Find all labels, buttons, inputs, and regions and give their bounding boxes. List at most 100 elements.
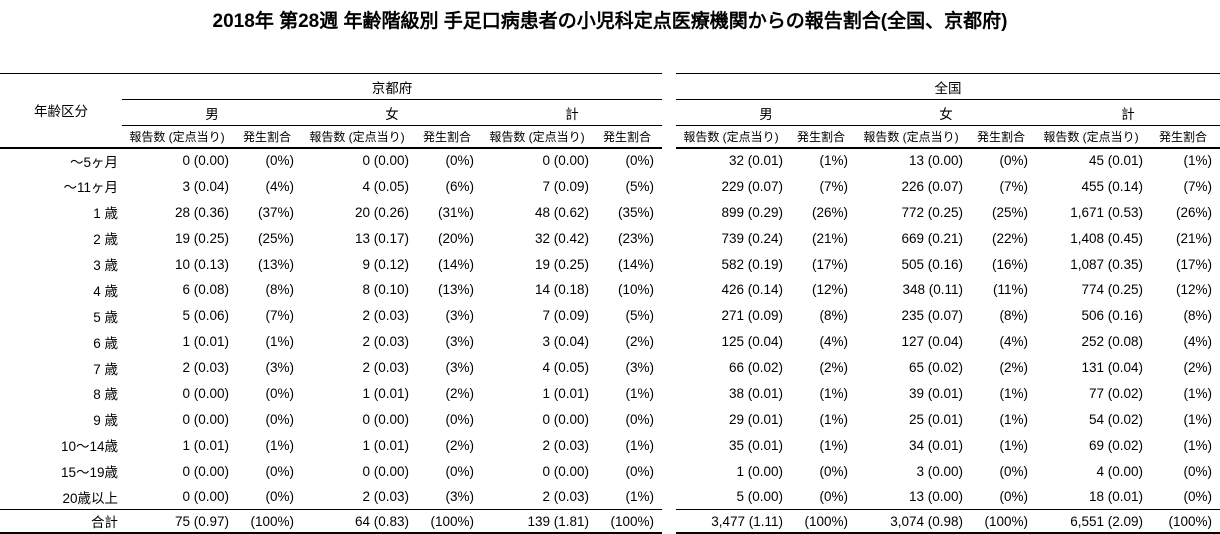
rate-cell: (3%) [265,360,294,376]
age-label: ～11ヶ月 [63,180,118,196]
age-label: 4 歳 [93,283,118,299]
rate-cell: (23%) [617,230,654,246]
rate-cell: (0%) [1183,463,1212,479]
rate-cell: (0%) [265,463,294,479]
rate-cell: (13%) [257,256,294,272]
count-cell: 8 (0.10) [362,282,409,298]
rate-cell: (17%) [1175,256,1212,272]
table-row: 9 歳 0 (0.00) (0%) 0 (0.00) (0%) 0 (0.00) (0%) 2… [0,406,1220,432]
rate-cell: (0%) [265,385,294,401]
rate-cell: (5%) [625,308,654,324]
rate-cell: (1%) [265,334,294,350]
region-gap [662,484,676,510]
rate-cell: (7%) [1183,178,1212,194]
rate-cell: (100%) [232,509,302,534]
table-row: 1 歳 28 (0.36) (37%) 20 (0.26) (31%) 48 (0.62)… [0,199,1220,225]
count-cell: 65 (0.02) [908,360,963,376]
count-cell: 426 (0.14) [721,282,783,298]
count-cell: 0 (0.00) [362,463,409,479]
count-header: 報告数 (定点当り) [302,125,412,149]
count-cell: 2 (0.03) [362,308,409,324]
rate-cell: (0%) [625,411,654,427]
rate-cell: (10%) [617,282,654,298]
count-header: 報告数 (定点当り) [1036,125,1146,149]
count-cell: 582 (0.19) [721,256,783,272]
rate-cell: (1%) [1183,411,1212,427]
sex-header-national-total: 計 [1036,99,1220,126]
rate-cell: (4%) [265,178,294,194]
rate-cell: (0%) [445,153,474,169]
rate-cell: (1%) [625,385,654,401]
age-label: 8 歳 [93,387,118,403]
count-cell: 252 (0.08) [1081,334,1143,350]
count-cell: 0 (0.00) [362,153,409,169]
count-cell: 226 (0.07) [901,178,963,194]
count-cell: 229 (0.07) [721,178,783,194]
rate-cell: (3%) [445,360,474,376]
count-cell: 3,074 (0.98) [856,509,966,534]
count-cell: 19 (0.25) [174,230,229,246]
table-row: ～5ヶ月 0 (0.00) (0%) 0 (0.00) (0%) 0 (0.00) (0%)… [0,148,1220,174]
rate-cell: (26%) [1175,204,1212,220]
count-cell: 506 (0.16) [1081,308,1143,324]
count-cell: 0 (0.00) [182,385,229,401]
rate-cell: (17%) [811,256,848,272]
rate-cell: (100%) [966,509,1036,534]
region-gap [662,432,676,458]
count-cell: 131 (0.04) [1081,360,1143,376]
count-cell: 0 (0.00) [182,411,229,427]
count-cell: 235 (0.07) [901,308,963,324]
count-cell: 38 (0.01) [728,385,783,401]
count-cell: 2 (0.03) [182,360,229,376]
table-row: 3 歳 10 (0.13) (13%) 9 (0.12) (14%) 19 (0.25) (… [0,251,1220,277]
rate-cell: (2%) [1183,360,1212,376]
age-label: 15～19歳 [60,465,118,481]
count-cell: 0 (0.00) [542,463,589,479]
count-cell: 0 (0.00) [182,153,229,169]
rate-cell: (100%) [412,509,482,534]
region-gap [662,173,676,199]
table-row: 15～19歳 0 (0.00) (0%) 0 (0.00) (0%) 0 (0.00) (0… [0,458,1220,484]
rate-cell: (22%) [991,230,1028,246]
rate-cell: (35%) [617,204,654,220]
count-cell: 455 (0.14) [1081,178,1143,194]
rate-cell: (1%) [819,385,848,401]
count-cell: 2 (0.03) [362,334,409,350]
rate-cell: (100%) [786,509,856,534]
count-cell: 1 (0.01) [362,437,409,453]
rate-cell: (21%) [811,230,848,246]
region-gap [662,199,676,225]
rate-cell: (31%) [437,204,474,220]
count-cell: 348 (0.11) [902,282,963,298]
region-header-row: 年齢区分 京都府 全国 [0,73,1220,149]
count-cell: 772 (0.25) [901,204,963,220]
count-cell: 271 (0.09) [721,308,783,324]
rate-cell: (7%) [819,178,848,194]
rate-cell: (0%) [999,153,1028,169]
count-cell: 48 (0.62) [534,204,589,220]
count-cell: 75 (0.97) [122,509,232,534]
count-cell: 669 (0.21) [901,230,963,246]
rate-cell: (3%) [445,308,474,324]
rate-cell: (1%) [999,411,1028,427]
rate-cell: (21%) [1175,230,1212,246]
rate-cell: (2%) [625,334,654,350]
region-gap [662,303,676,329]
rate-cell: (0%) [999,463,1028,479]
count-cell: 1 (0.01) [542,385,589,401]
sex-header-national-male: 男 [676,99,856,126]
rate-cell: (16%) [991,256,1028,272]
count-cell: 5 (0.00) [736,489,783,505]
region-gap [662,406,676,432]
count-cell: 1 (0.00) [736,463,783,479]
count-cell: 739 (0.24) [721,230,783,246]
region-header-kyoto: 京都府 [122,73,662,100]
count-cell: 13 (0.00) [908,489,963,505]
count-cell: 77 (0.02) [1088,385,1143,401]
rate-cell: (2%) [819,360,848,376]
region-gap [662,510,676,533]
count-cell: 2 (0.03) [542,489,589,505]
table-row: 5 歳 5 (0.06) (7%) 2 (0.03) (3%) 7 (0.09) (5%) 2… [0,303,1220,329]
age-column-header: 年齢区分 [0,73,122,149]
count-header: 報告数 (定点当り) [122,125,232,149]
